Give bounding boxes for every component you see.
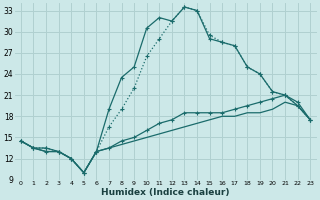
X-axis label: Humidex (Indice chaleur): Humidex (Indice chaleur) <box>101 188 230 197</box>
